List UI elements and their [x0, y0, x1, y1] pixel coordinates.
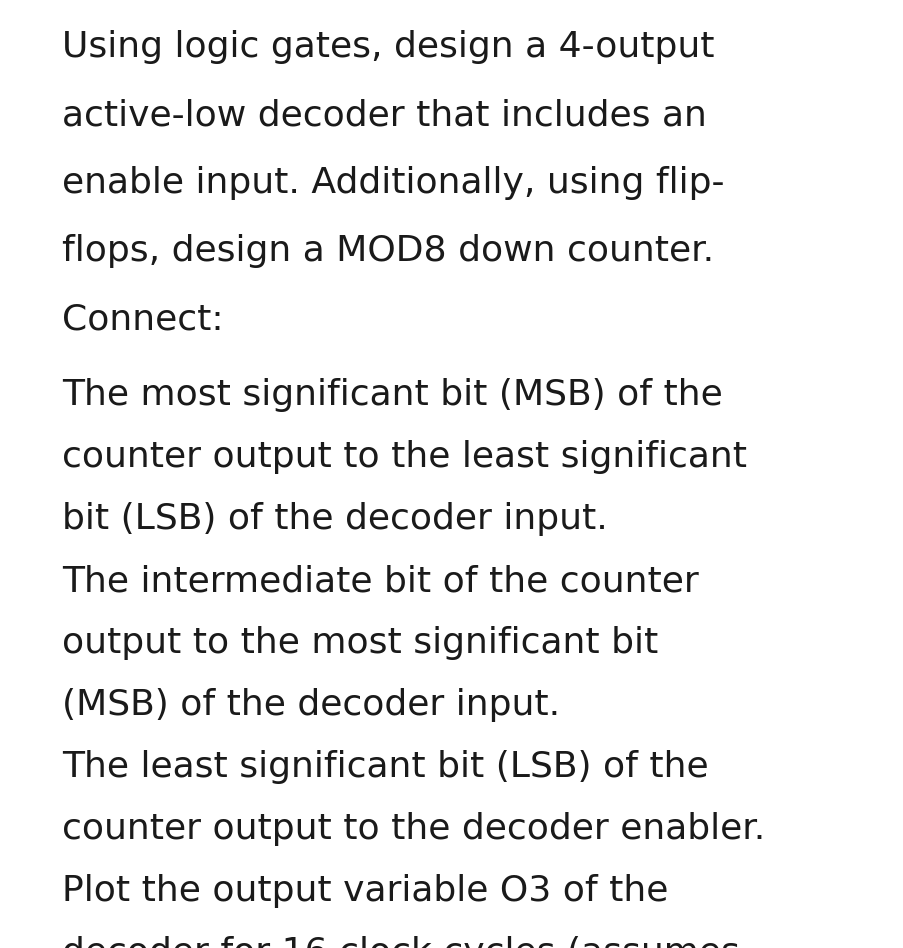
Text: flops, design a MOD8 down counter.: flops, design a MOD8 down counter.	[62, 234, 713, 268]
Text: (MSB) of the decoder input.: (MSB) of the decoder input.	[62, 688, 560, 722]
Text: Connect:: Connect:	[62, 302, 223, 336]
Text: The least significant bit (LSB) of the: The least significant bit (LSB) of the	[62, 750, 708, 784]
Text: Plot the output variable O3 of the: Plot the output variable O3 of the	[62, 874, 667, 908]
Text: The most significant bit (MSB) of the: The most significant bit (MSB) of the	[62, 378, 722, 412]
Text: counter output to the decoder enabler.: counter output to the decoder enabler.	[62, 812, 765, 846]
Text: bit (LSB) of the decoder input.: bit (LSB) of the decoder input.	[62, 502, 607, 536]
Text: The intermediate bit of the counter: The intermediate bit of the counter	[62, 564, 698, 598]
Text: enable input. Additionally, using flip-: enable input. Additionally, using flip-	[62, 166, 723, 200]
Text: counter output to the least significant: counter output to the least significant	[62, 440, 746, 474]
Text: Using logic gates, design a 4-output: Using logic gates, design a 4-output	[62, 30, 713, 64]
Text: decoder for 16 clock cycles (assumes: decoder for 16 clock cycles (assumes	[62, 936, 739, 948]
Text: active-low decoder that includes an: active-low decoder that includes an	[62, 98, 706, 132]
Text: output to the most significant bit: output to the most significant bit	[62, 626, 657, 660]
